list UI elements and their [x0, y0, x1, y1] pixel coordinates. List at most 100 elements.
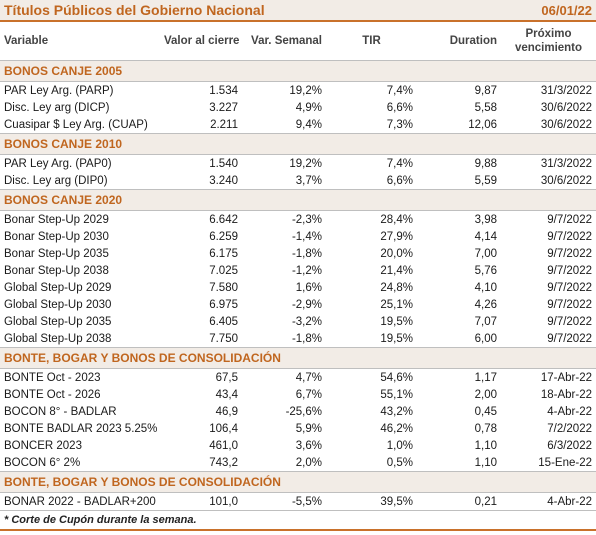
cell-price: 101,0	[209, 495, 238, 508]
cell-tir: 7,4%	[386, 84, 413, 97]
cell-price: 3.240	[209, 174, 238, 187]
section-header-row: BONOS CANJE 2005	[0, 60, 596, 82]
cell-price: 6.975	[209, 298, 238, 311]
cell-variable: Global Step-Up 2038	[4, 332, 112, 345]
cell-tir: 28,4%	[380, 213, 413, 226]
section-header-row: BONTE, BOGAR Y BONOS DE CONSOLIDACIÓN	[0, 471, 596, 493]
cell-maturity: 30/6/2022	[540, 118, 592, 131]
table-row: Bonar Step-Up 2029 6.642 -2,3% 28,4% 3,98 9/7…	[0, 211, 596, 229]
section-title: BONOS CANJE 2005	[0, 60, 596, 82]
cell-variable: Bonar Step-Up 2038	[4, 264, 109, 277]
cell-maturity: 9/7/2022	[547, 332, 592, 345]
cell-tir: 6,6%	[386, 101, 413, 114]
cell-tir: 24,8%	[380, 281, 413, 294]
cell-variable: Disc. Ley arg (DICP)	[4, 101, 110, 114]
cell-maturity: 30/6/2022	[540, 101, 592, 114]
cell-price: 6.259	[209, 230, 238, 243]
cell-tir: 6,6%	[386, 174, 413, 187]
cell-tir: 55,1%	[380, 388, 413, 401]
cell-variable: BOCON 6° 2%	[4, 456, 81, 469]
cell-weekly-change: -25,6%	[285, 405, 322, 418]
cell-weekly-change: 9,4%	[295, 118, 322, 131]
section-header-row: BONOS CANJE 2010	[0, 133, 596, 155]
cell-maturity: 18-Abr-22	[540, 388, 592, 401]
cell-duration: 0,78	[474, 422, 497, 435]
cell-duration: 5,76	[474, 264, 497, 277]
cell-weekly-change: -1,2%	[291, 264, 322, 277]
table-row: Cuasipar $ Ley Arg. (CUAP) 2.211 9,4% 7,3% 1…	[0, 116, 596, 134]
table-row: BONTE Oct - 2026 43,4 6,7% 55,1% 2,00 18-Abr-…	[0, 386, 596, 403]
cell-weekly-change: -1,8%	[291, 247, 322, 260]
table-row: BONTE Oct - 2023 67,5 4,7% 54,6% 1,17 17-Abr-…	[0, 369, 596, 387]
cell-maturity: 31/3/2022	[540, 157, 592, 170]
cell-weekly-change: 3,7%	[295, 174, 322, 187]
cell-duration: 5,59	[474, 174, 497, 187]
cell-duration: 9,88	[474, 157, 497, 170]
col-header-variable: Variable	[0, 22, 160, 61]
cell-maturity: 9/7/2022	[547, 213, 592, 226]
cell-variable: Bonar Step-Up 2029	[4, 213, 109, 226]
cell-price: 6.642	[209, 213, 238, 226]
cell-variable: Disc. Ley arg (DIP0)	[4, 174, 108, 187]
cell-variable: Global Step-Up 2035	[4, 315, 112, 328]
table-row: Disc. Ley arg (DIP0) 3.240 3,7% 6,6% 5,59 30/…	[0, 172, 596, 190]
table-row: BONTE BADLAR 2023 5.25% 106,4 5,9% 46,2% 0,7…	[0, 420, 596, 437]
cell-tir: 54,6%	[380, 371, 413, 384]
section-header-row: BONOS CANJE 2020	[0, 189, 596, 211]
cell-weekly-change: 6,7%	[295, 388, 322, 401]
cell-variable: Cuasipar $ Ley Arg. (CUAP)	[4, 118, 148, 131]
cell-tir: 7,4%	[386, 157, 413, 170]
table-row: PAR Ley Arg. (PARP) 1.534 19,2% 7,4% 9,87 31/…	[0, 82, 596, 100]
cell-weekly-change: -1,8%	[291, 332, 322, 345]
cell-duration: 7,00	[474, 247, 497, 260]
cell-weekly-change: 2,0%	[295, 456, 322, 469]
cell-tir: 43,2%	[380, 405, 413, 418]
cell-variable: BONCER 2023	[4, 439, 82, 452]
cell-weekly-change: -1,4%	[291, 230, 322, 243]
cell-duration: 9,87	[474, 84, 497, 97]
cell-price: 7.025	[209, 264, 238, 277]
cell-duration: 2,00	[474, 388, 497, 401]
title-bar: Títulos Públicos del Gobierno Nacional 0…	[0, 0, 596, 22]
cell-duration: 6,00	[474, 332, 497, 345]
table-body: BONOS CANJE 2005 PAR Ley Arg. (PARP) 1.534…	[0, 60, 596, 511]
cell-price: 7.580	[209, 281, 238, 294]
table-row: PAR Ley Arg. (PAP0) 1.540 19,2% 7,4% 9,88 31/…	[0, 155, 596, 173]
section-title: BONOS CANJE 2020	[0, 189, 596, 211]
cell-maturity: 4-Abr-22	[547, 495, 592, 508]
cell-variable: PAR Ley Arg. (PAP0)	[4, 157, 112, 170]
table-row: Global Step-Up 2030 6.975 -2,9% 25,1% 4,26 9/…	[0, 296, 596, 313]
cell-variable: Bonar Step-Up 2030	[4, 230, 109, 243]
cell-price: 461,0	[209, 439, 238, 452]
col-header-maturity-line1: Próximo	[525, 28, 572, 40]
cell-weekly-change: 5,9%	[295, 422, 322, 435]
cell-duration: 3,98	[474, 213, 497, 226]
cell-duration: 1,10	[474, 439, 497, 452]
cell-price: 1.534	[209, 84, 238, 97]
cell-weekly-change: 4,7%	[295, 371, 322, 384]
cell-weekly-change: -2,9%	[291, 298, 322, 311]
cell-tir: 1,0%	[386, 439, 413, 452]
table-header-row: Variable Valor al cierre Var. Semanal TI…	[0, 22, 596, 61]
col-header-duration: Duration	[417, 22, 501, 61]
cell-price: 3.227	[209, 101, 238, 114]
table-row: BOCON 6° 2% 743,2 2,0% 0,5% 1,10 15-Ene-22	[0, 454, 596, 472]
section-title: BONOS CANJE 2010	[0, 133, 596, 155]
cell-tir: 0,5%	[386, 456, 413, 469]
cell-price: 106,4	[209, 422, 238, 435]
cell-duration: 4,14	[474, 230, 497, 243]
table-row: Global Step-Up 2035 6.405 -3,2% 19,5% 7,07 9/…	[0, 313, 596, 330]
table-row: Global Step-Up 2029 7.580 1,6% 24,8% 4,10 9/7…	[0, 279, 596, 296]
cell-tir: 7,3%	[386, 118, 413, 131]
cell-weekly-change: 19,2%	[289, 157, 322, 170]
report-title: Títulos Públicos del Gobierno Nacional	[4, 2, 265, 18]
cell-price: 7.750	[209, 332, 238, 345]
cell-duration: 12,06	[468, 118, 497, 131]
cell-weekly-change: -2,3%	[291, 213, 322, 226]
cell-tir: 21,4%	[380, 264, 413, 277]
cell-variable: BONTE BADLAR 2023 5.25%	[4, 422, 158, 435]
cell-maturity: 9/7/2022	[547, 230, 592, 243]
cell-tir: 20,0%	[380, 247, 413, 260]
cell-maturity: 17-Abr-22	[540, 371, 592, 384]
